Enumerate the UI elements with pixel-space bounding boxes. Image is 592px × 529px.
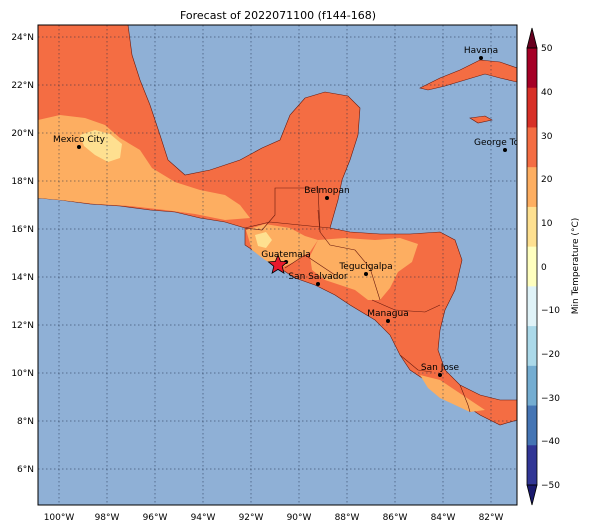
colorbar-segment (527, 206, 537, 248)
colorbar-segment (527, 48, 537, 89)
lat-label-8n: 8°N (17, 417, 34, 427)
cool-zone-guatemala-highlands (255, 232, 272, 248)
colorbar-tick-minus-30: −30 (541, 394, 560, 404)
city-label-havana: Havana (464, 46, 498, 56)
colorbar-bottom-arrow (526, 484, 538, 506)
city-marker-belmopan (325, 196, 329, 200)
lat-label-12n: 12°N (11, 321, 34, 331)
colorbar-tick-0: 0 (541, 263, 547, 273)
central-america-landmass (244, 221, 517, 426)
lat-label-24n: 24°N (11, 33, 34, 43)
colorbar-tick-10: 10 (541, 219, 553, 229)
colorbar-tick-minus-50: −50 (541, 481, 560, 491)
graticule (38, 25, 517, 505)
figure-title: Forecast of 2022071100 (f144-168) (180, 9, 376, 22)
colorbar-tick-40: 40 (541, 88, 553, 98)
city-marker-mexico-city (77, 145, 81, 149)
latitude-axis: 24°N 22°N 20°N 18°N 16°N 14°N 12°N 10°N … (11, 33, 34, 475)
colorbar-label: Min Temperature (°C) (571, 218, 581, 315)
city-marker-san-salvador (316, 282, 320, 286)
lat-label-14n: 14°N (11, 273, 34, 283)
colorbar-segment (527, 365, 537, 407)
city-marker-managua (386, 319, 390, 323)
colorbar-segment (527, 326, 537, 367)
city-label-george-town: George Tow (474, 138, 527, 148)
lon-label-94w: 94°W (191, 513, 216, 523)
colorbar-segment (527, 87, 537, 128)
city-label-belmopan: Belmopan (304, 186, 349, 196)
lon-label-86w: 86°W (383, 513, 408, 523)
colorbar-segment (527, 286, 537, 327)
colorbar-tick-20: 20 (541, 175, 553, 185)
colorbar-segment (527, 405, 537, 446)
colorbar-tick-minus-40: −40 (541, 437, 560, 447)
city-label-managua: Managua (367, 309, 408, 319)
city-label-san-salvador: San Salvador (288, 272, 348, 282)
map-frame (37, 24, 518, 506)
colorbar-frame (526, 47, 538, 486)
longitude-axis: 100°W 98°W 96°W 94°W 92°W 90°W 88°W 86°W… (44, 513, 504, 523)
map-panel: Havana Mexico City George Tow Belmopan G… (38, 25, 527, 505)
lon-label-96w: 96°W (143, 513, 168, 523)
lat-label-22n: 22°N (11, 81, 34, 91)
lon-label-90w: 90°W (287, 513, 312, 523)
cool-zone-mexico-city (80, 130, 122, 162)
cuba-island (419, 59, 517, 91)
city-label-guatemala: Guatemala (261, 250, 311, 260)
lat-label-20n: 20°N (11, 129, 34, 139)
colorbar-tick-minus-10: −10 (541, 306, 560, 316)
colorbar-segment (527, 127, 537, 168)
lon-label-88w: 88°W (335, 513, 360, 523)
city-marker-george-town (503, 148, 507, 152)
colorbar-tick-minus-20: −20 (541, 350, 560, 360)
country-borders (244, 187, 471, 413)
lon-label-98w: 98°W (95, 513, 120, 523)
lat-label-16n: 16°N (11, 225, 34, 235)
highlighted-location-star-icon (267, 253, 289, 274)
colorbar-segment (527, 445, 537, 486)
lon-label-100w: 100°W (44, 513, 75, 523)
colorbar-segment (527, 167, 537, 208)
city-marker-san-jose (438, 373, 442, 377)
city-label-tegucigalpa: Tegucigalpa (338, 262, 392, 272)
colorbar: 50 40 30 20 10 0 −10 −20 −30 −40 −50 Min… (526, 27, 581, 506)
lat-label-6n: 6°N (17, 465, 34, 475)
mild-zone-costa-rica (420, 375, 485, 412)
colorbar-segment (527, 246, 537, 287)
city-label-san-jose: San Jose (421, 363, 460, 373)
colorbar-tick-30: 30 (541, 132, 553, 142)
colorbar-top-arrow (526, 27, 538, 49)
city-marker-tegucigalpa (364, 272, 368, 276)
colorbar-tick-50: 50 (541, 44, 553, 54)
lon-label-92w: 92°W (239, 513, 264, 523)
lat-label-10n: 10°N (11, 369, 34, 379)
lon-label-84w: 84°W (431, 513, 456, 523)
lat-label-18n: 18°N (11, 177, 34, 187)
lon-label-82w: 82°W (479, 513, 504, 523)
jamaica-island (469, 115, 493, 124)
city-label-mexico-city: Mexico City (53, 135, 106, 145)
city-marker-havana (479, 56, 483, 60)
mild-zone-honduras (310, 238, 418, 300)
